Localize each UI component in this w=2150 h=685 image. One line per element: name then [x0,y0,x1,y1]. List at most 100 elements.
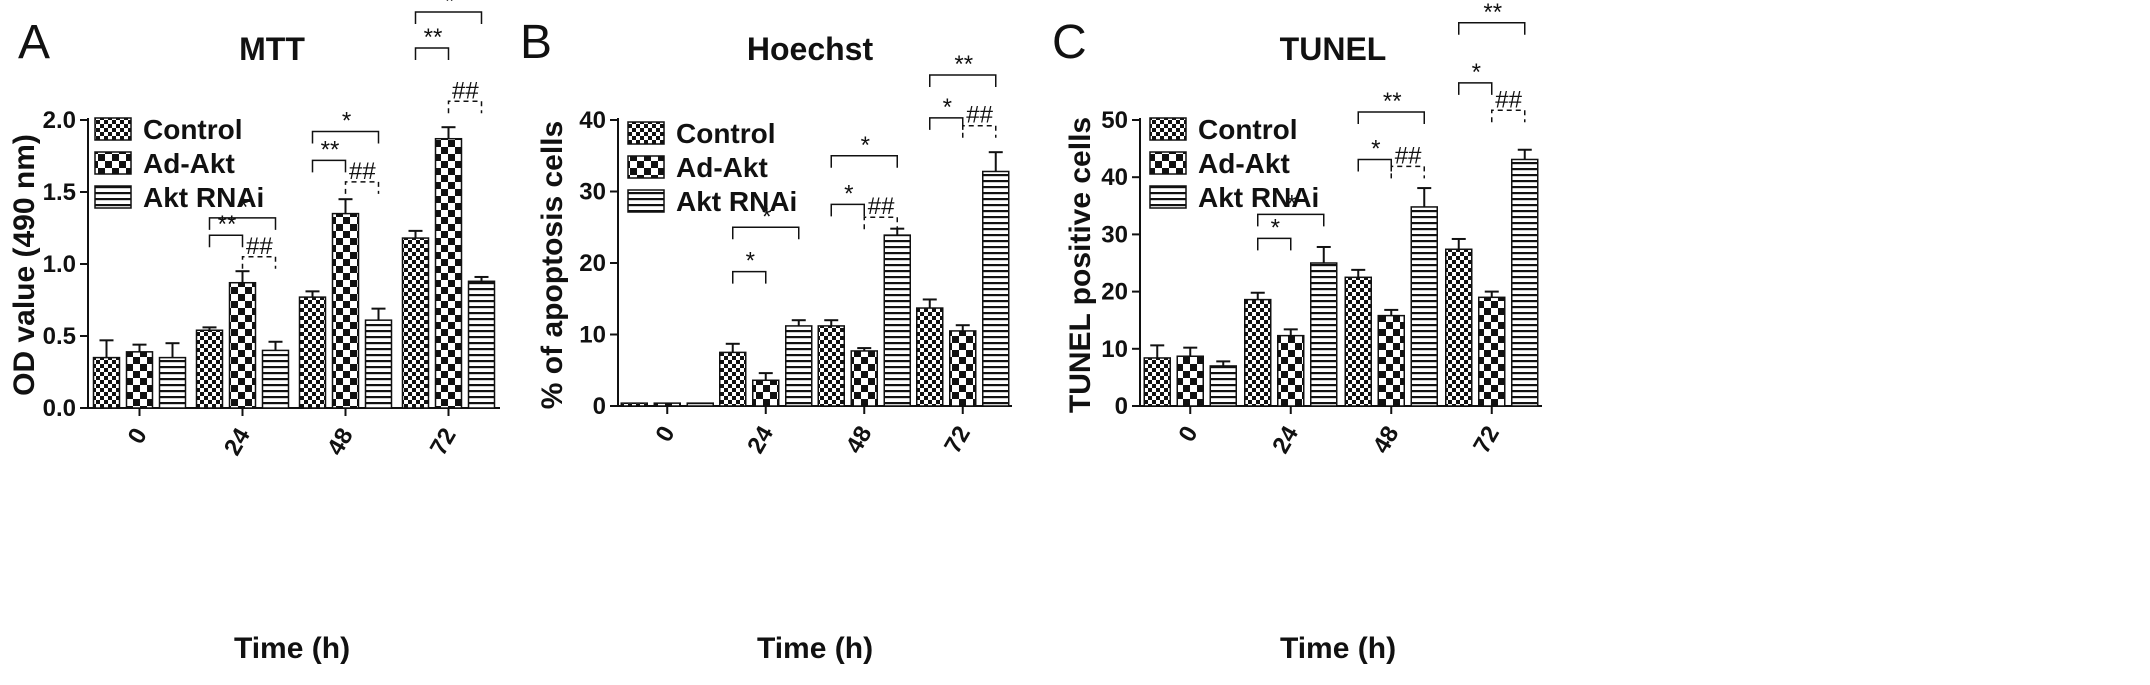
x-tick-label: 72 [939,422,976,459]
significance-bracket [732,270,767,284]
significance-label: ## [246,233,273,260]
panel-title-hoechst: Hoechst [747,31,874,67]
significance-bracket [962,124,997,138]
bar-akt-rnai [261,349,290,409]
significance-label: * [745,248,755,275]
significance-bracket [208,217,277,230]
panel-title-tunel: TUNEL [1280,31,1387,67]
y-tick-label: 20 [579,250,606,277]
bar-control [1344,276,1372,407]
bar-akt-rnai [1310,262,1338,407]
significance-bracket [830,155,898,168]
bar-akt-rnai [467,280,496,409]
bar-control [401,237,430,409]
legend-label-control: Control [143,114,243,145]
bar-ad-akt [1377,314,1405,407]
x-tick-label: 0 [650,422,680,447]
significance-label: ## [349,158,376,185]
bar-ad-akt [752,379,780,407]
y-tick-label: 20 [1101,279,1128,306]
significance-bracket [344,181,380,194]
x-tick-label: 48 [322,424,359,461]
bar-control [620,402,648,407]
panel-a: A MTT OD value (490 nm) Time (h) Control… [8,0,500,665]
legend-swatch-akt-rnai [94,185,132,209]
significance-label: * [444,0,454,15]
y-tick-label: 40 [579,107,606,134]
bar-control [719,351,747,407]
legend-swatch-control [1149,117,1187,141]
x-tick-label: 0 [1173,422,1203,447]
bar-ad-akt [949,330,977,407]
significance-label: * [341,108,351,135]
significance-label: * [1471,59,1481,86]
legend-label-control: Control [676,118,776,149]
bar-ad-akt [331,212,360,409]
x-axis-title-a: Time (h) [234,632,350,665]
bar-ad-akt [850,350,878,407]
significance-bracket [1357,111,1425,124]
x-tick-label: 0 [123,424,153,449]
x-tick-label: 48 [1368,422,1405,459]
legend-swatch-akt-rnai [627,189,665,213]
legend-label-akt-rnai: Akt RNAi [676,186,797,217]
legend-label-akt-rnai: Akt RNAi [143,182,264,213]
significance-label: ** [320,136,339,163]
significance-label: * [1286,190,1296,217]
significance-label: * [761,203,771,230]
significance-bracket [830,203,865,217]
y-tick-label: 40 [1101,164,1128,191]
significance-label: * [843,180,853,207]
x-tick-label: 24 [1267,421,1304,458]
x-tick-label: 24 [742,421,779,458]
bar-akt-rnai [364,319,393,409]
x-tick-label: 24 [219,423,256,460]
bar-control [817,325,845,407]
legend-label-ad-akt: Ad-Akt [143,148,235,179]
panel-c: C TUNEL TUNEL positive cells Time (h) Co… [1052,0,1542,665]
bar-control [298,296,327,409]
significance-label: ** [217,211,236,238]
y-tick-label: 10 [1101,336,1128,363]
legend-swatch-control [627,121,665,145]
y-tick-label: 0 [593,393,606,420]
significance-bracket [241,256,277,269]
bar-ad-akt [653,402,681,407]
significance-label: ** [953,51,972,78]
legend-swatch-akt-rnai [1149,185,1187,209]
legend-label-ad-akt: Ad-Akt [1198,148,1290,179]
legend-label-akt-rnai: Akt RNAi [1198,182,1319,213]
y-tick-label: 2.0 [43,107,76,134]
y-tick-label: 0.0 [43,395,76,422]
bar-control [195,329,224,409]
significance-bracket [1357,158,1392,172]
x-tick-label: 72 [1468,422,1505,459]
legend-label-ad-akt: Ad-Akt [676,152,768,183]
significance-bracket [447,100,483,114]
x-tick-label: 72 [425,424,462,461]
bar-ad-akt [1277,334,1305,407]
significance-bracket [1257,213,1325,227]
bar-ad-akt [434,137,463,409]
significance-label: * [1370,135,1380,162]
significance-label: ** [1382,88,1401,115]
y-tick-label: 30 [1101,221,1128,248]
significance-bracket [863,216,898,230]
significance-bracket [414,47,450,60]
legend-swatch-ad-akt [627,155,665,179]
bar-control [1244,298,1272,407]
y-axis-title-a: OD value (490 nm) [8,134,41,396]
significance-label: * [942,94,952,121]
y-tick-label: 30 [579,179,606,206]
significance-label: ## [966,102,993,129]
significance-bracket [208,234,244,248]
plot-area-a: 0.00.51.01.52.00 24 48 72***##***##***## [43,0,500,460]
x-axis-title-b: Time (h) [757,632,873,665]
significance-bracket [1257,237,1292,251]
y-tick-label: 10 [579,322,606,349]
significance-label: ## [867,193,894,220]
significance-label: * [860,132,870,159]
significance-bracket [1458,22,1526,35]
